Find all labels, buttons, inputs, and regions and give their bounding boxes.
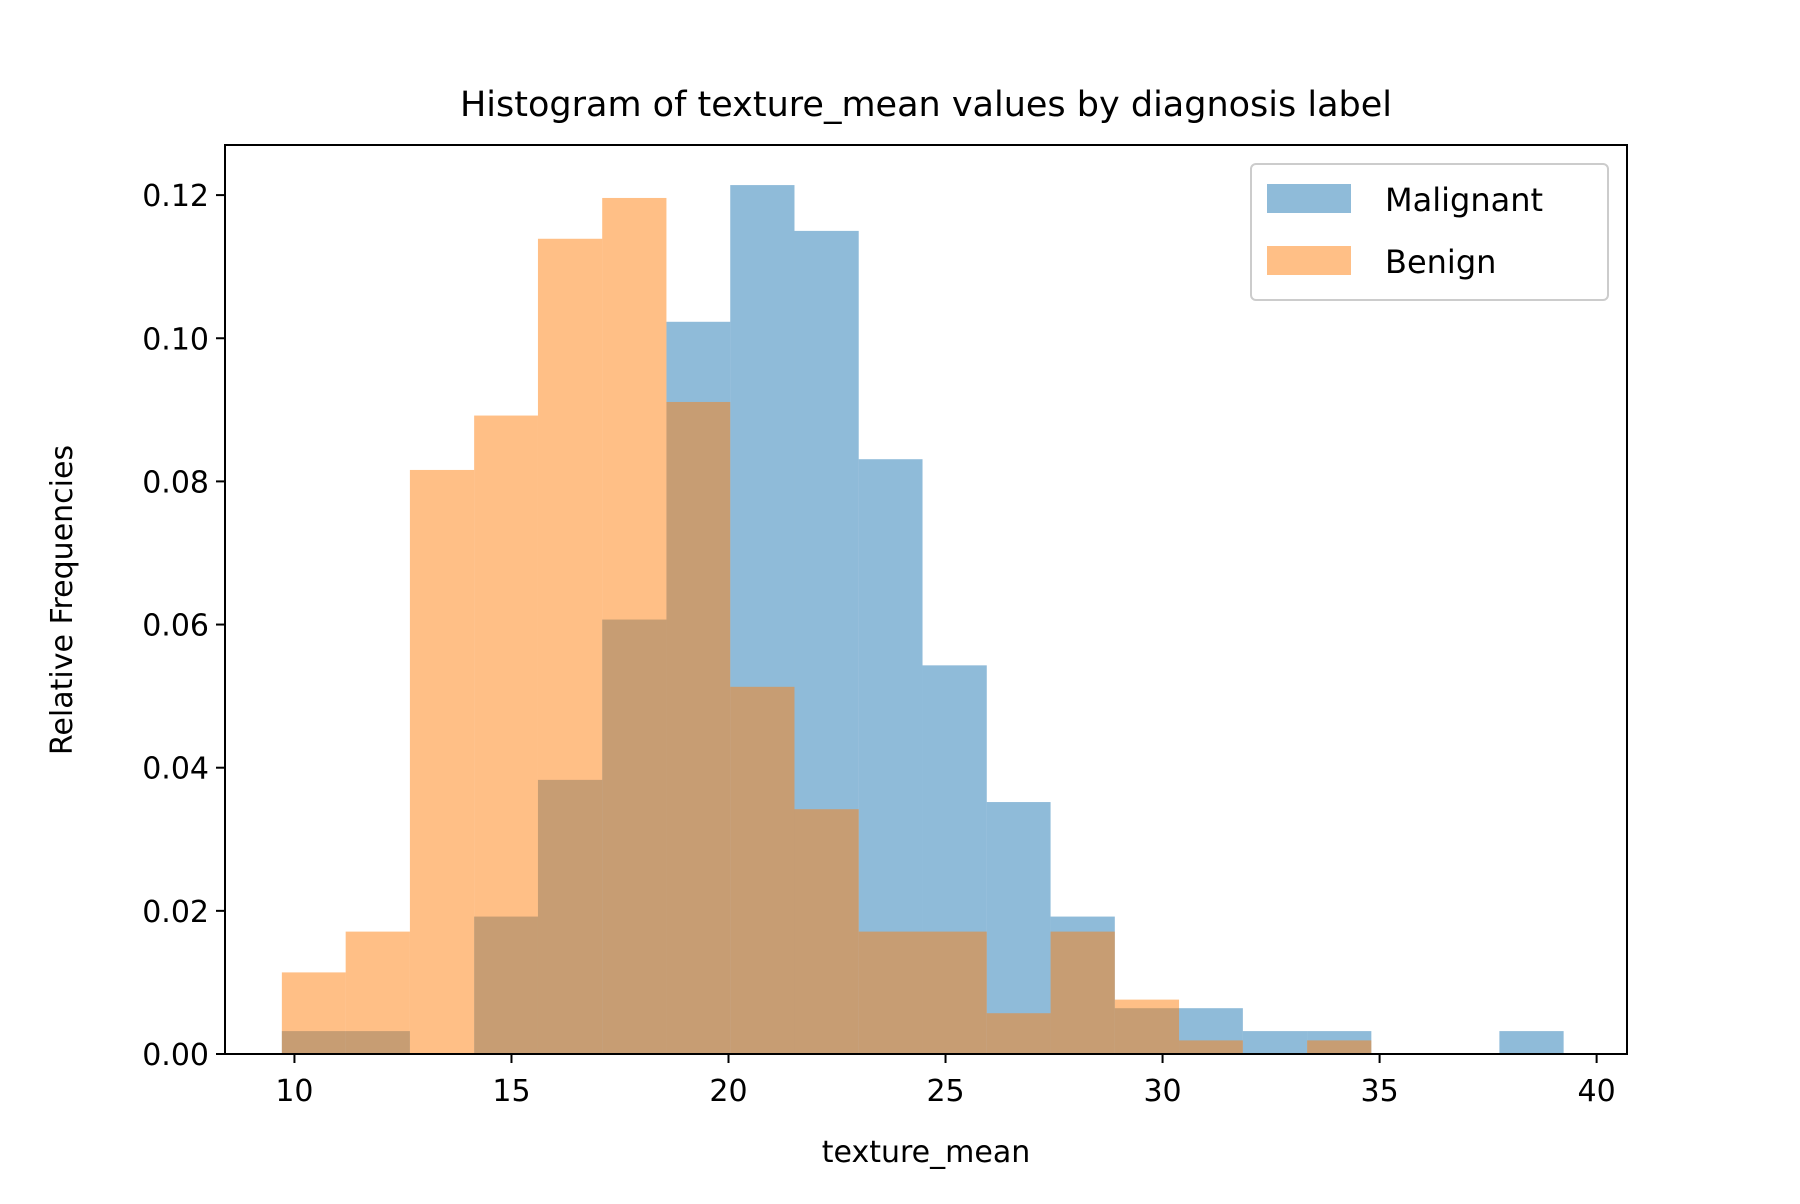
bar-benign-1 xyxy=(345,931,410,1054)
y-tick-label: 0.08 xyxy=(142,465,209,500)
bar-benign-7 xyxy=(730,686,795,1054)
y-tick-label: 0.06 xyxy=(142,609,209,644)
y-tick-label: 0.10 xyxy=(142,322,209,357)
x-tick-label: 35 xyxy=(1360,1074,1398,1109)
bar-benign-3 xyxy=(474,415,538,1055)
bar-malignant-11 xyxy=(986,802,1051,1054)
chart-title: Histogram of texture_mean values by diag… xyxy=(460,85,1392,125)
y-tick-label: 0.04 xyxy=(142,752,209,787)
bar-benign-14 xyxy=(1179,1040,1243,1054)
bar-benign-10 xyxy=(922,931,987,1054)
legend-swatch-malignant xyxy=(1267,184,1351,213)
histogram-bars xyxy=(281,185,1564,1055)
bar-malignant-15 xyxy=(1242,1031,1308,1054)
x-tick-label: 15 xyxy=(492,1074,530,1109)
bar-benign-11 xyxy=(986,1013,1051,1054)
plot-frame xyxy=(224,144,1628,1055)
legend: Malignant Benign xyxy=(1250,163,1609,301)
x-axis: 10 15 20 25 30 35 40 xyxy=(275,1054,1616,1109)
x-tick-label: 40 xyxy=(1578,1074,1616,1109)
bar-benign-5 xyxy=(602,197,667,1055)
bar-benign-13 xyxy=(1114,999,1180,1054)
y-tick-label: 0.00 xyxy=(142,1038,209,1073)
bar-benign-2 xyxy=(409,469,475,1055)
y-axis-label: Relative Frequencies xyxy=(45,445,80,755)
x-tick-label: 30 xyxy=(1143,1074,1181,1109)
legend-label-malignant: Malignant xyxy=(1385,181,1543,219)
legend-swatch-benign xyxy=(1267,246,1351,275)
bar-benign-0 xyxy=(281,972,346,1054)
x-tick-label: 25 xyxy=(926,1074,964,1109)
bar-benign-4 xyxy=(537,238,603,1054)
y-axis: 0.00 0.02 0.04 0.06 0.08 0.10 0.12 xyxy=(142,179,225,1073)
bar-malignant-19 xyxy=(1499,1031,1564,1054)
x-axis-label: texture_mean xyxy=(822,1135,1030,1170)
x-tick-label: 20 xyxy=(709,1074,747,1109)
y-tick-label: 0.02 xyxy=(142,895,209,930)
legend-label-benign: Benign xyxy=(1385,243,1496,281)
bar-benign-16 xyxy=(1307,1040,1372,1054)
bar-benign-8 xyxy=(794,809,859,1054)
bar-benign-9 xyxy=(858,931,923,1054)
x-tick-label: 10 xyxy=(275,1074,313,1109)
y-tick-label: 0.12 xyxy=(142,179,209,214)
bar-benign-6 xyxy=(666,401,731,1054)
bar-benign-12 xyxy=(1050,931,1115,1054)
